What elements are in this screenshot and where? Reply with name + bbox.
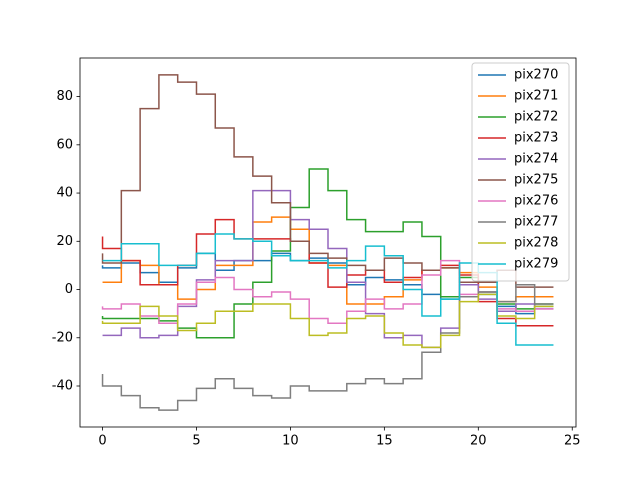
legend: pix270 pix271 pix272 pix273 pix274 pix275 pix2… [471,62,570,282]
y-tick-label: 60 [56,137,73,152]
x-tick-label: 20 [470,434,487,449]
legend-label: pix270 [514,68,558,83]
legend-label: pix275 [514,173,558,188]
series-line [101,283,554,411]
legend-label: pix271 [514,89,558,104]
y-tick-label: -20 [52,330,73,345]
legend-label: pix272 [514,110,558,125]
legend-label: pix273 [514,131,558,146]
x-tick-label: 10 [282,434,299,449]
x-tick-label: 5 [192,434,200,449]
x-tick-label: 25 [564,434,581,449]
legend-label: pix278 [514,236,558,251]
plot-frame [79,57,577,428]
legend-label: pix274 [514,152,558,167]
y-tick-label: 40 [56,186,73,201]
legend-label: pix276 [514,194,558,209]
legend-label: pix277 [514,215,558,230]
y-tick-label: 0 [65,282,73,297]
legend-label: pix279 [514,257,558,272]
x-tick-label: 15 [376,434,393,449]
series-line [101,293,554,349]
x-tick-label: 0 [98,434,106,449]
y-tick-label: -40 [52,379,73,394]
y-tick-label: 20 [56,234,73,249]
y-tick-label: 80 [56,89,73,104]
